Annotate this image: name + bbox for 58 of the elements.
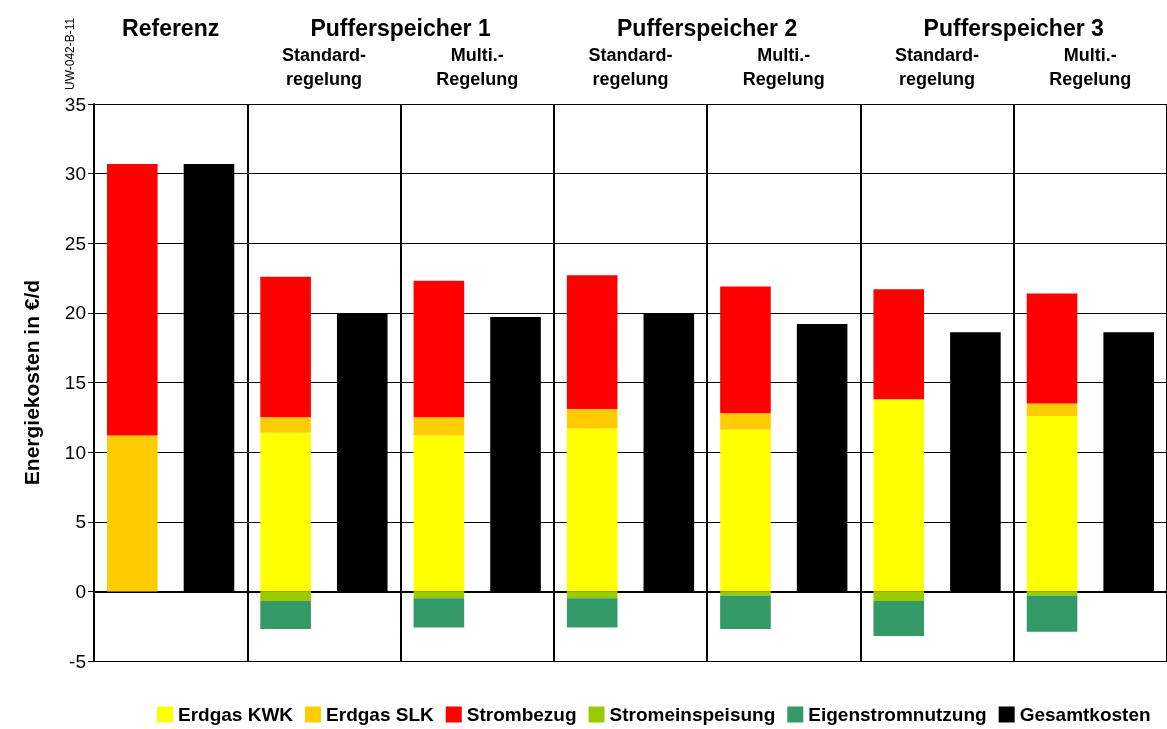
bar — [720, 595, 771, 629]
text: Pufferspeicher 2 — [617, 15, 798, 41]
text: Standard- regelung — [588, 45, 673, 89]
bar — [1026, 595, 1078, 632]
text: Multi.- Regelung — [1049, 45, 1132, 89]
bar — [720, 591, 771, 596]
y-tick-label: 25 — [64, 232, 86, 254]
bar — [873, 591, 925, 602]
text: UW-042-B-11 — [63, 17, 77, 90]
bar — [260, 432, 311, 592]
text: Multi.- Regelung — [742, 45, 825, 89]
bar — [566, 591, 618, 599]
text: Pufferspeicher 3 — [923, 15, 1104, 41]
bar — [566, 598, 618, 628]
legend-label: Erdgas SLK — [326, 704, 435, 725]
legend-label: Strombezug — [466, 704, 577, 725]
y-tick-label: 5 — [75, 511, 86, 533]
bar — [873, 399, 925, 592]
text: Standard- regelung — [281, 45, 366, 89]
y-tick-label: 10 — [64, 441, 86, 463]
y-tick-label: 0 — [75, 580, 86, 602]
legend-label: Eigenstromnutzung — [808, 704, 987, 725]
bar — [413, 435, 465, 592]
y-tick-label: 20 — [64, 302, 86, 324]
bar — [260, 276, 311, 418]
bar — [566, 275, 618, 409]
bar — [720, 429, 771, 592]
bar — [107, 163, 158, 436]
bar — [720, 286, 771, 414]
y-tick-label: 35 — [64, 93, 86, 115]
bar — [413, 598, 465, 628]
bar — [720, 413, 771, 430]
bar — [413, 417, 465, 436]
bar — [566, 428, 618, 592]
text: Referenz — [122, 15, 220, 41]
y-tick-label: 30 — [64, 163, 86, 185]
text: Pufferspeicher 1 — [310, 15, 491, 41]
bar — [1026, 403, 1078, 416]
bar — [107, 435, 158, 592]
y-tick-label: 15 — [64, 372, 86, 393]
legend-label: Gesamtkosten — [1019, 704, 1151, 725]
bar — [413, 280, 465, 418]
bar — [413, 591, 465, 599]
text: Standard- regelung — [895, 45, 980, 89]
bar — [260, 601, 311, 629]
bar — [1026, 591, 1078, 596]
y-tick-label: -5 — [69, 650, 86, 672]
text: Multi.- Regelung — [436, 45, 519, 89]
legend-label: Stromeinspeisung — [609, 704, 776, 725]
bar — [566, 408, 618, 429]
bar — [873, 289, 925, 400]
bar — [260, 591, 311, 602]
legend-label: Erdgas KWK — [178, 704, 294, 725]
bar — [1026, 293, 1078, 404]
bar — [1026, 415, 1078, 592]
bar — [260, 417, 311, 433]
bar — [873, 601, 925, 636]
y-axis-title: Energiekosten in €/d — [20, 279, 43, 486]
